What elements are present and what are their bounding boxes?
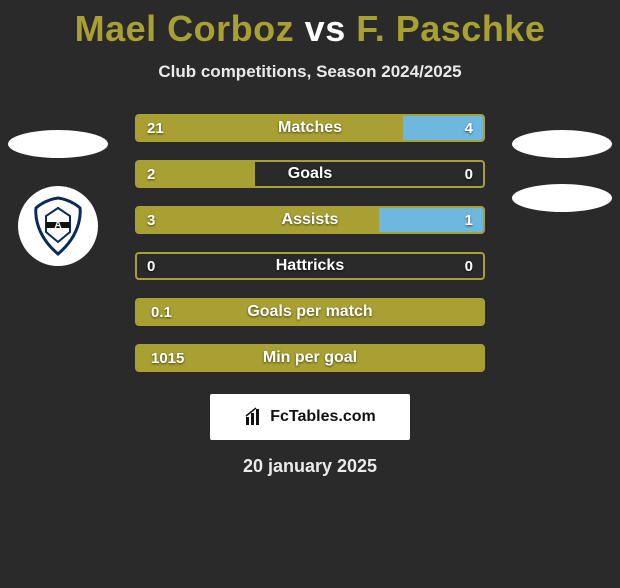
stat-row-single: 1015Min per goal: [135, 344, 485, 372]
page-title: Mael Corboz vs F. Paschke: [0, 8, 620, 50]
stat-row: 2Goals0: [135, 160, 485, 188]
player2-badge-placeholder-2: [512, 184, 612, 244]
stat-value-player2: 1: [465, 212, 473, 229]
attribution-badge: FcTables.com: [210, 394, 410, 440]
stat-row: 21Matches4: [135, 114, 485, 142]
stat-value-player2: 4: [465, 120, 473, 137]
stat-label: Goals: [137, 165, 483, 183]
date-label: 20 january 2025: [0, 456, 620, 477]
svg-text:A: A: [54, 220, 61, 231]
crest-icon: A: [26, 194, 90, 258]
player2-badge-placeholder-1: [512, 130, 612, 190]
attribution-text: FcTables.com: [270, 408, 376, 426]
stat-label: Goals per match: [137, 303, 483, 321]
stat-label: Matches: [137, 119, 483, 137]
title-player1: Mael Corboz: [75, 8, 295, 49]
stat-row: 3Assists1: [135, 206, 485, 234]
title-player2: F. Paschke: [356, 8, 545, 49]
stat-value-player2: 0: [465, 258, 473, 275]
player1-badge-placeholder: [8, 130, 108, 190]
stat-label: Hattricks: [137, 257, 483, 275]
ellipse-icon: [512, 130, 612, 158]
subtitle: Club competitions, Season 2024/2025: [0, 62, 620, 82]
ellipse-icon: [8, 130, 108, 158]
stat-value-player2: 0: [465, 166, 473, 183]
ellipse-icon: [512, 184, 612, 212]
title-vs: vs: [305, 8, 346, 49]
stat-row: 0Hattricks0: [135, 252, 485, 280]
chart-icon: [244, 407, 264, 427]
club-crest: A: [18, 186, 98, 266]
stat-row-single: 0.1Goals per match: [135, 298, 485, 326]
stat-label: Min per goal: [137, 349, 483, 367]
stat-label: Assists: [137, 211, 483, 229]
